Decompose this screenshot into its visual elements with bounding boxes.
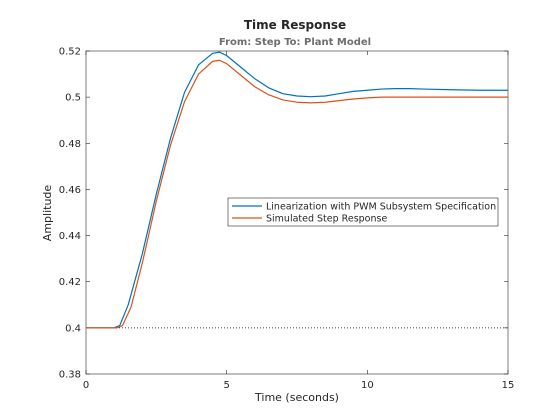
y-tick-label: 0.44 (59, 231, 81, 242)
series-line-simulated (86, 59, 508, 329)
y-tick-label: 0.52 (59, 47, 81, 58)
legend-label-simulated: Simulated Step Response (266, 214, 387, 225)
y-axis: 0.38 0.4 0.42 0.44 0.46 0.48 0.5 0.52 (59, 47, 508, 381)
x-tick-label: 10 (361, 380, 374, 391)
y-tick-label: 0.42 (59, 277, 81, 288)
chart-subtitle: From: Step To: Plant Model (219, 37, 371, 48)
y-tick-label: 0.46 (59, 185, 81, 196)
x-tick-label: 15 (502, 380, 515, 391)
legend-label-linearization: Linearization with PWM Subsystem Specifi… (266, 202, 496, 213)
legend-box (227, 197, 499, 227)
y-tick-label: 0.38 (59, 370, 81, 381)
y-tick-label: 0.4 (65, 323, 81, 334)
x-tick-label: 5 (223, 380, 229, 391)
x-axis-label: Time (seconds) (254, 391, 339, 404)
series-group (86, 51, 508, 329)
series-line-linearization (86, 51, 508, 329)
y-axis-label: Amplitude (41, 185, 54, 242)
y-tick-label: 0.48 (59, 139, 81, 150)
x-tick-label: 0 (83, 380, 89, 391)
y-tick-label: 0.5 (65, 93, 81, 104)
chart-title: Time Response (244, 18, 346, 32)
x-axis: 0 5 10 15 (83, 51, 515, 391)
legend[interactable]: Linearization with PWM Subsystem Specifi… (227, 197, 499, 227)
